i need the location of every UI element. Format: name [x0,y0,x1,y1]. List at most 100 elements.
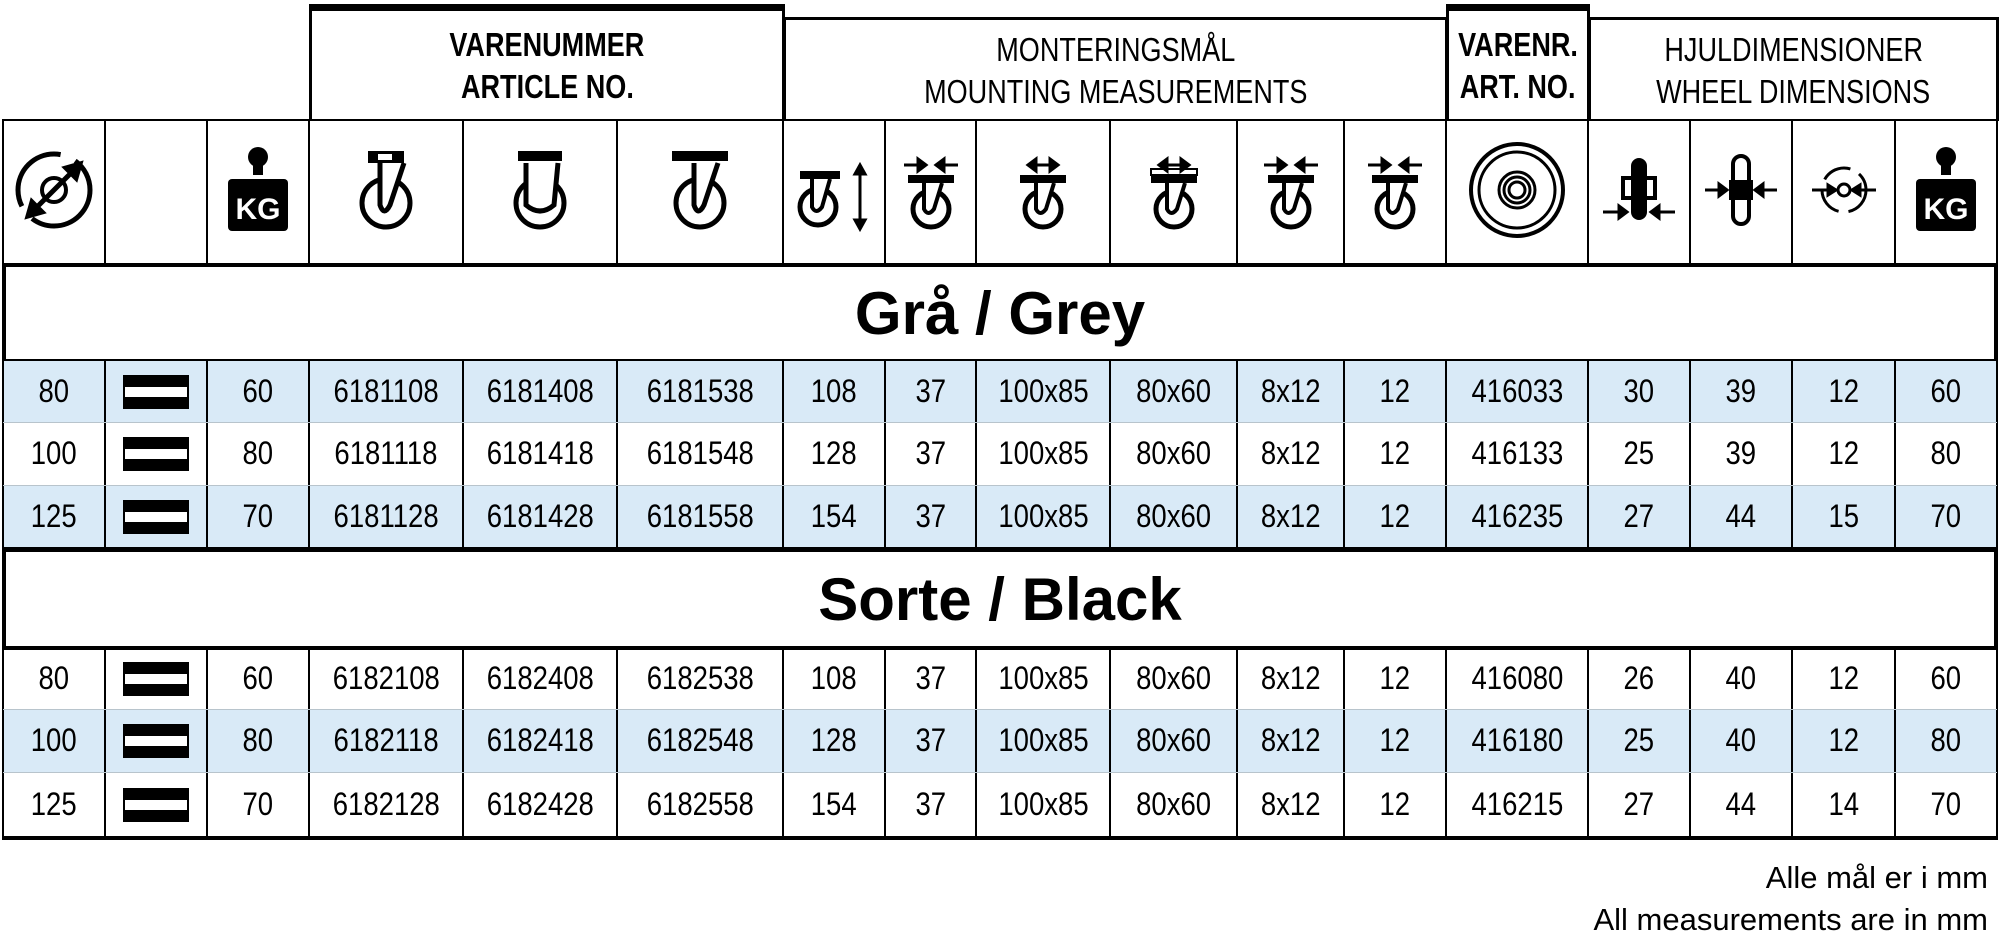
table-cell: 154 [782,485,886,548]
cell-value: 12 [1828,435,1859,471]
table-cell: 100x85 [975,361,1111,422]
tread-type-cell [104,772,208,837]
table-cell: 6181538 [616,361,784,422]
tread-type-cell [104,422,208,485]
load-capacity-kg-icon: KG [223,145,293,240]
column-icon-cell [1587,119,1691,265]
table-cell: 25 [1587,709,1691,772]
cell-value: 416033 [1471,373,1563,409]
cell-value: 26 [1623,660,1655,696]
table-cell: 44 [1689,485,1793,548]
table-cell: 6181118 [308,422,464,485]
cell-value: 100x85 [997,373,1089,409]
table-cell: 416080 [1445,648,1589,709]
cell-value: 6181558 [646,498,754,534]
swivel-caster-icon [660,145,740,240]
table-cell: 416235 [1445,485,1589,548]
header-label: VARENR. [1458,26,1578,63]
table-cell: 6182418 [462,709,618,772]
cell-value: 80 [38,373,70,409]
cell-value: 70 [1930,786,1962,822]
wheel-load-kg-icon: KG [1911,145,1981,240]
table-cell: 100x85 [975,772,1111,837]
header-group: MONTERINGSMÅL MOUNTING MEASUREMENTS [783,17,1448,121]
cell-value: 8x12 [1260,722,1321,758]
table-cell: 108 [782,361,886,422]
table-cell: 6182548 [616,709,784,772]
wheel-width-icon [1599,150,1679,235]
cell-value: 100x85 [997,435,1089,471]
fixed-caster-icon [500,145,580,240]
table-cell: 100 [2,709,106,772]
header-group: VARENUMMER ARTICLE NO. [309,4,785,121]
cell-value: 44 [1725,498,1757,534]
cell-value: 40 [1725,660,1757,696]
section-title-text: Grå / Grey [854,279,1146,347]
table-cell: 37 [884,485,977,548]
cell-value: 8x12 [1260,786,1321,822]
table-cell: 80 [1894,422,1998,485]
plate-size-icon [1008,145,1078,240]
table-cell: 37 [884,361,977,422]
cell-value: 6181108 [333,373,439,409]
table-cell: 6181428 [462,485,618,548]
column-icon-cell [2,119,106,265]
column-icon-cell: KG [206,119,310,265]
cell-value: 12 [1828,722,1859,758]
cell-value: 80 [242,435,274,471]
cell-value: 6182418 [486,722,594,758]
table-cell: 108 [782,648,886,709]
cell-value: 100x85 [997,786,1089,822]
cell-value: 39 [1725,435,1757,471]
table-cell: 8x12 [1236,485,1345,548]
table-cell: 80x60 [1109,772,1238,837]
cell-value: 100x85 [997,498,1089,534]
cell-value: 70 [1930,498,1962,534]
column-icon-cell [975,119,1111,265]
total-height-icon [794,145,874,240]
tread-stripes-icon [123,499,189,534]
table-cell: 80x60 [1109,648,1238,709]
tread-stripes-icon [123,436,189,471]
table-cell: 6182408 [462,648,618,709]
table-cell: 416180 [1445,709,1589,772]
column-icon-cell: KG [1894,119,1998,265]
cell-value: 416133 [1471,435,1563,471]
column-icon-cell [1445,119,1589,265]
cell-value: 80x60 [1136,722,1211,758]
hub-length-icon [1701,150,1781,235]
row-separator [3,709,1997,710]
footer-note: All measurements are in mm [1593,902,1988,937]
cell-value: 6181128 [333,498,439,534]
column-icon-cell [1109,119,1238,265]
cell-value: 12 [1379,435,1411,471]
table-cell: 37 [884,648,977,709]
cell-value: 37 [915,660,946,696]
table-cell: 100x85 [975,709,1111,772]
cell-value: 8x12 [1260,660,1321,696]
column-icon-cell [1689,119,1793,265]
cell-value: 108 [811,373,857,409]
column-icon-cell [1791,119,1896,265]
cell-value: 12 [1828,660,1859,696]
table-cell: 128 [782,422,886,485]
cell-value: 12 [1379,660,1411,696]
cell-value: 30 [1623,373,1655,409]
table-cell: 12 [1343,648,1447,709]
table-cell: 15 [1791,485,1896,548]
table-cell: 12 [1791,648,1896,709]
table-cell: 27 [1587,772,1691,837]
cell-value: 128 [811,722,857,758]
cell-value: 37 [915,373,946,409]
header-label: ART. NO. [1460,68,1576,105]
cell-value: 25 [1623,722,1655,758]
cell-value: 80x60 [1136,435,1211,471]
tread-type-cell [104,709,208,772]
cell-value: 40 [1725,722,1757,758]
cell-value: 6181428 [486,498,594,534]
tread-stripes-icon [123,723,189,758]
table-cell: 100x85 [975,648,1111,709]
cell-value: 6181418 [486,435,594,471]
table-cell: 27 [1587,485,1691,548]
cell-value: 6182118 [333,722,439,758]
